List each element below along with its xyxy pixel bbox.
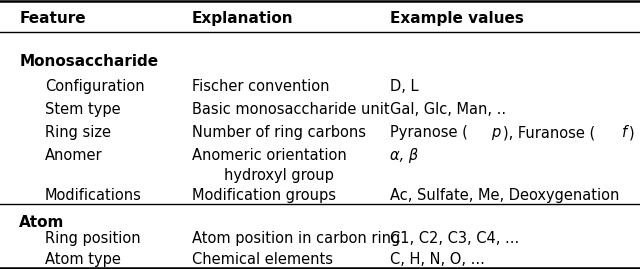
Text: Stem type: Stem type bbox=[45, 102, 120, 117]
Text: Pyranose (: Pyranose ( bbox=[390, 125, 468, 140]
Text: Modifications: Modifications bbox=[45, 188, 141, 203]
Text: Atom type: Atom type bbox=[45, 252, 121, 267]
Text: Ac, Sulfate, Me, Deoxygenation: Ac, Sulfate, Me, Deoxygenation bbox=[390, 188, 620, 203]
Text: Modification groups: Modification groups bbox=[192, 188, 336, 203]
Text: ), Furanose (: ), Furanose ( bbox=[503, 125, 595, 140]
Text: Atom position in carbon ring: Atom position in carbon ring bbox=[192, 231, 400, 246]
Text: Ring size: Ring size bbox=[45, 125, 111, 140]
Text: Configuration: Configuration bbox=[45, 79, 145, 94]
Text: C1, C2, C3, C4, ...: C1, C2, C3, C4, ... bbox=[390, 231, 520, 246]
Text: f: f bbox=[622, 125, 627, 140]
Text: p: p bbox=[491, 125, 500, 140]
Text: α, β: α, β bbox=[390, 148, 419, 163]
Text: Chemical elements: Chemical elements bbox=[192, 252, 333, 267]
Text: Explanation: Explanation bbox=[192, 11, 294, 26]
Text: Monosaccharide: Monosaccharide bbox=[19, 54, 158, 69]
Text: Number of ring carbons: Number of ring carbons bbox=[192, 125, 366, 140]
Text: Anomer: Anomer bbox=[45, 148, 102, 163]
Text: Gal, Glc, Man, ..: Gal, Glc, Man, .. bbox=[390, 102, 506, 117]
Text: D, L: D, L bbox=[390, 79, 419, 94]
Text: Anomeric orientation: Anomeric orientation bbox=[192, 148, 347, 163]
Text: Atom: Atom bbox=[19, 215, 65, 230]
Text: Fischer convention: Fischer convention bbox=[192, 79, 330, 94]
Text: ): ) bbox=[628, 125, 634, 140]
Text: hydroxyl group: hydroxyl group bbox=[224, 168, 334, 183]
Text: C, H, N, O, ...: C, H, N, O, ... bbox=[390, 252, 485, 267]
Text: Basic monosaccharide unit: Basic monosaccharide unit bbox=[192, 102, 390, 117]
Text: Example values: Example values bbox=[390, 11, 524, 26]
Text: Ring position: Ring position bbox=[45, 231, 140, 246]
Text: Feature: Feature bbox=[19, 11, 86, 26]
